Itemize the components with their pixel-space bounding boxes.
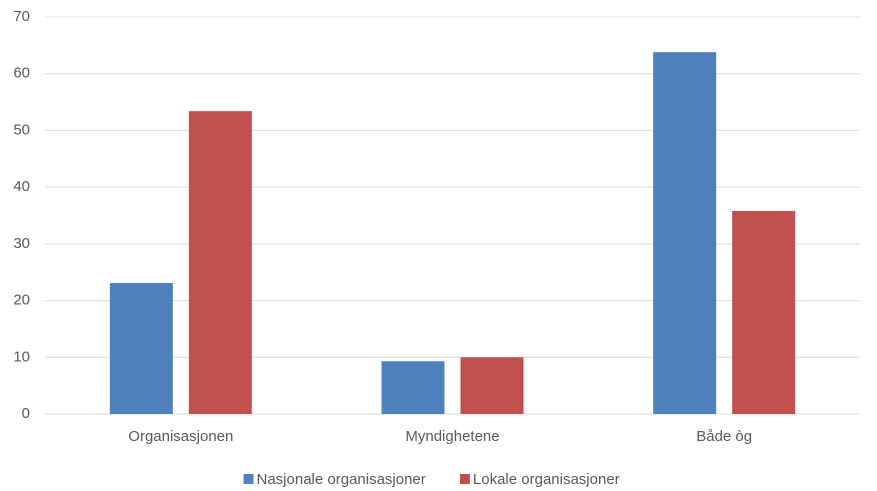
y-tick-label: 50 bbox=[13, 121, 30, 138]
bar bbox=[653, 52, 717, 415]
bar bbox=[188, 111, 252, 414]
y-tick-label: 30 bbox=[13, 235, 30, 252]
y-tick-label: 20 bbox=[13, 292, 30, 309]
bar bbox=[109, 282, 173, 414]
x-tick-label: Organisasjonen bbox=[128, 428, 233, 445]
legend-swatch bbox=[243, 474, 254, 484]
y-tick-label: 10 bbox=[13, 348, 30, 365]
y-tick-label: 70 bbox=[13, 8, 30, 25]
legend-label: Nasjonale organisasjoner bbox=[257, 471, 426, 488]
bar bbox=[381, 361, 445, 414]
y-tick-label: 40 bbox=[13, 178, 30, 195]
x-tick-label: Både òg bbox=[696, 428, 752, 445]
legend-label: Lokale organisasjoner bbox=[473, 471, 620, 488]
bar bbox=[460, 357, 524, 414]
bar bbox=[732, 210, 796, 414]
y-tick-label: 60 bbox=[13, 65, 30, 82]
x-tick-label: Myndighetene bbox=[405, 428, 499, 445]
legend-swatch bbox=[459, 474, 470, 484]
y-tick-label: 0 bbox=[22, 405, 30, 422]
